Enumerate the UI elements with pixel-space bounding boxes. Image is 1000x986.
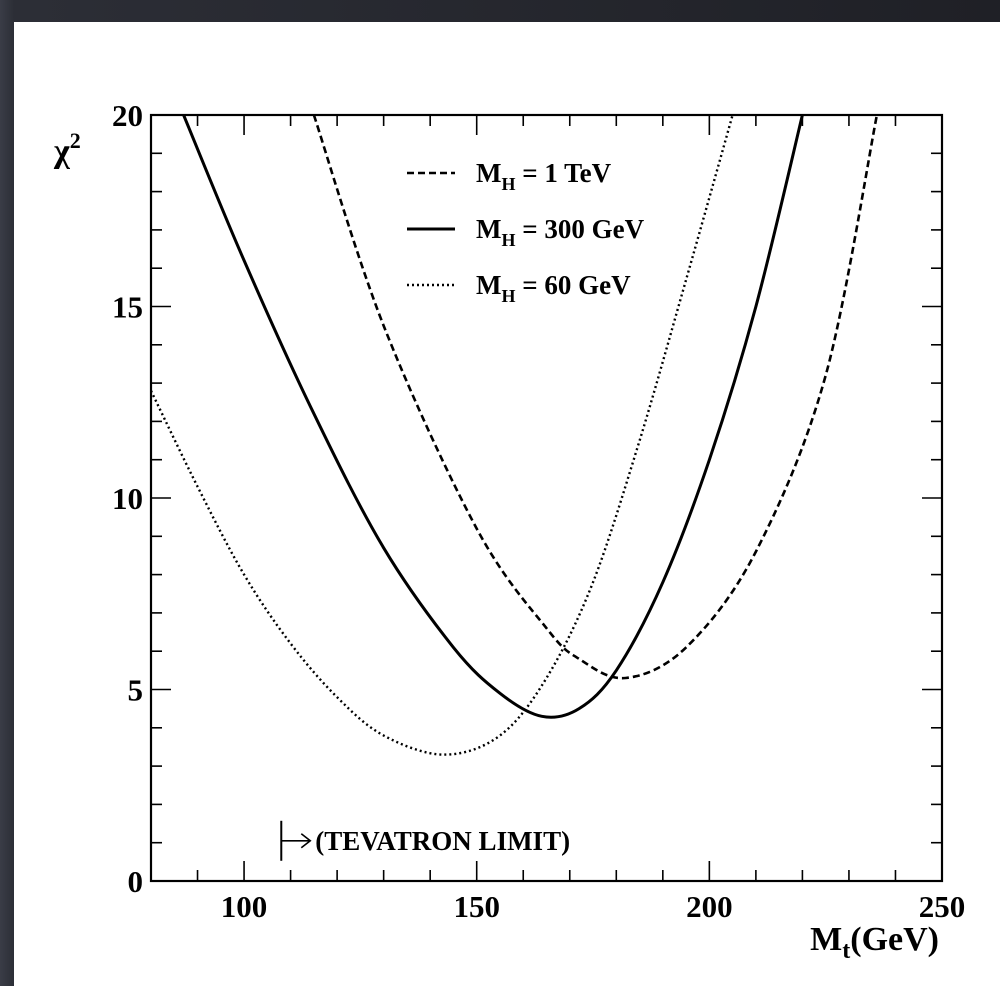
legend-label: MH = 60 GeV bbox=[476, 270, 631, 306]
curve-dashed bbox=[312, 115, 879, 680]
y-tick-label: 15 bbox=[112, 290, 143, 325]
tevatron-annotation: (TEVATRON LIMIT) bbox=[280, 820, 570, 861]
x-tick-label: 100 bbox=[221, 889, 268, 924]
axis-labels: χ2 Mt(GeV) bbox=[53, 128, 939, 964]
legend: MH = 1 TeV MH = 300 GeV MH = 60 GeV bbox=[407, 158, 645, 306]
legend-label: MH = 300 GeV bbox=[476, 214, 645, 250]
y-tick-label: 10 bbox=[112, 481, 143, 516]
slide-background: 100 150 200 250 0 5 10 15 20 MH = 1 TeV MH = 300 … bbox=[14, 22, 1000, 986]
curves bbox=[151, 115, 879, 756]
x-tick-label: 150 bbox=[453, 889, 500, 924]
legend-label: MH = 1 TeV bbox=[476, 158, 612, 194]
y-tick-label: 20 bbox=[112, 98, 143, 133]
y-tick-label: 5 bbox=[128, 673, 144, 708]
x-axis-label: Mt(GeV) bbox=[810, 921, 939, 964]
annotation-text: (TEVATRON LIMIT) bbox=[315, 826, 570, 856]
tick-labels: 100 150 200 250 0 5 10 15 20 bbox=[112, 98, 965, 924]
x-tick-label: 200 bbox=[686, 889, 733, 924]
curve-dotted bbox=[151, 115, 734, 756]
axis-ticks bbox=[150, 114, 943, 882]
annotation-arrow-head bbox=[300, 833, 312, 849]
curve-solid bbox=[182, 115, 804, 719]
y-axis-label: χ2 bbox=[53, 128, 81, 170]
chi-squared-chart: 100 150 200 250 0 5 10 15 20 MH = 1 TeV MH = 300 … bbox=[53, 98, 965, 964]
x-tick-label: 250 bbox=[919, 889, 966, 924]
y-tick-label: 0 bbox=[128, 864, 144, 899]
